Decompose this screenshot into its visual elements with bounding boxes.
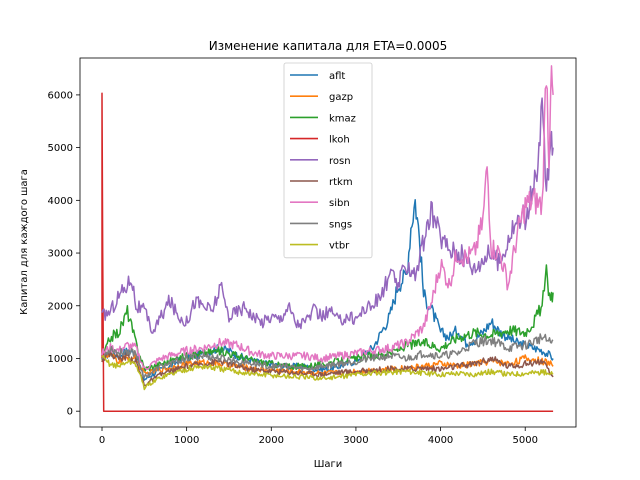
x-axis-label: Шаги — [314, 459, 343, 470]
x-tick-label: 3000 — [343, 435, 368, 446]
y-tick-label: 5000 — [48, 143, 73, 154]
x-tick-label: 5000 — [512, 435, 537, 446]
x-axis-ticks: 0 1000 2000 3000 4000 5000 — [99, 427, 538, 446]
legend-label-sibn: sibn — [329, 198, 350, 209]
series-line-vtbr — [101, 355, 554, 391]
axes-frame — [79, 57, 577, 428]
legend-label-vtbr: vtbr — [329, 241, 350, 252]
y-tick-label: 0 — [67, 407, 73, 418]
chart-title: Изменение капитала для ETA=0.0005 — [209, 39, 448, 53]
series-line-rosn — [101, 97, 554, 334]
y-tick-label: 6000 — [48, 90, 73, 101]
y-tick-label: 2000 — [48, 301, 73, 312]
legend-label-aflt: aflt — [329, 71, 345, 82]
legend-label-kmaz: kmaz — [329, 113, 356, 124]
legend: aflt gazp kmaz lkoh rosn rtkm sibn sngs vtbr — [283, 62, 373, 259]
y-axis-ticks: 0 1000 2000 3000 4000 5000 6000 — [48, 90, 80, 418]
y-axis-label: Капитал для каждого шага — [19, 169, 30, 315]
legend-label-sngs: sngs — [329, 219, 352, 230]
x-tick-label: 1000 — [174, 435, 199, 446]
y-tick-label: 1000 — [48, 354, 73, 365]
legend-label-lkoh: lkoh — [329, 135, 350, 146]
series-line-sngs — [101, 333, 554, 378]
legend-label-gazp: gazp — [329, 92, 353, 103]
series-line-lkoh — [101, 92, 554, 412]
legend-label-rosn: rosn — [329, 156, 351, 167]
series-line-kmaz — [101, 264, 554, 372]
series-line-rtkm — [101, 350, 554, 387]
legend-label-rtkm: rtkm — [329, 177, 353, 188]
legend-box — [283, 62, 373, 259]
series-line-sibn — [101, 65, 554, 370]
plot-lines — [101, 65, 554, 412]
y-tick-label: 3000 — [48, 249, 73, 260]
x-tick-label: 2000 — [259, 435, 284, 446]
x-tick-label: 4000 — [428, 435, 453, 446]
x-tick-label: 0 — [99, 435, 105, 446]
y-tick-label: 4000 — [48, 196, 73, 207]
